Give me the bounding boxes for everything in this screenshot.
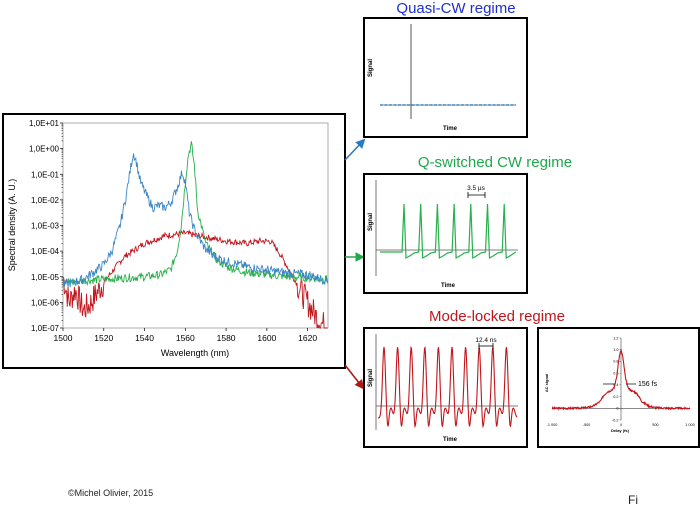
autocorrelation-y-tick-label: 1.0 — [613, 348, 618, 352]
q-switched-x-axis-label: Time — [441, 283, 456, 289]
spectrum-x-tick-label: 1580 — [217, 333, 236, 343]
quasi-cw-frame — [363, 17, 528, 138]
spectrum-x-tick-label: 1500 — [54, 333, 73, 343]
autocorrelation-frame — [537, 327, 700, 448]
spectrum-y-tick-label: 1,0E-01 — [31, 170, 60, 179]
mode-locked-y-axis-label: Signal — [368, 369, 374, 387]
spectrum-y-tick-label: 1,0E-06 — [31, 298, 60, 307]
copyright-notice: ©Michel Olivier, 2015 — [68, 488, 154, 498]
spectrum-y-tick-label: 1,0E-04 — [31, 247, 60, 256]
autocorrelation-y-tick-label: 0.6 — [613, 371, 618, 375]
autocorrelation-y-tick-label: 0.8 — [613, 360, 618, 364]
autocorrelation-fwhm-annotation: 156 fs — [638, 381, 658, 388]
arrow-to-quasi-cw — [344, 138, 366, 161]
autocorrelation-y-tick-label: 1.2 — [613, 336, 618, 340]
spectrum-axes: 1500 1520 1540 1560 1580 1600 1620 1,0E-07 1,0E-… — [29, 119, 317, 343]
spectrum-x-tick-label: 1620 — [298, 333, 317, 343]
autocorrelation-x-tick-label: -1 000 — [547, 423, 558, 427]
spectrum-x-axis-label: Wavelength (nm) — [161, 348, 229, 358]
spectrum-x-tick-label: 1540 — [135, 333, 154, 343]
autocorrelation-y-tick-label: 0.4 — [613, 383, 618, 387]
spectrum-series — [62, 141, 329, 329]
autocorrelation-y-axis-label: AC signal — [544, 374, 549, 392]
mode-locked-frame — [363, 327, 528, 448]
autocorrelation-x-tick-label: 1 000 — [685, 423, 695, 427]
spectrum-y-tick-label: 1,0E-05 — [31, 273, 60, 282]
spectrum-x-tick-label: 1600 — [257, 333, 276, 343]
spectrum-y-tick-label: 1,0E-02 — [31, 196, 60, 205]
spectrum-series-blue — [62, 153, 329, 288]
q-switched-y-axis-label: Signal — [368, 213, 374, 231]
page-label-fragment: Fi — [628, 493, 638, 507]
spectrum-x-tick-label: 1520 — [94, 333, 113, 343]
spectrum-series-green — [62, 141, 329, 288]
spectrum-y-tick-label: 1,0E+01 — [29, 119, 60, 128]
arrow-to-mode-locked — [344, 364, 365, 390]
autocorrelation-x-tick-label: 0 — [620, 423, 622, 427]
mode-locked-period-annotation: 12.4 ns — [475, 337, 497, 344]
quasi-cw-y-axis-label: Signal — [368, 59, 374, 77]
autocorrelation-y-tick-label: -0.2 — [612, 418, 619, 422]
autocorrelation-x-tick-label: -500 — [583, 423, 591, 427]
spectrum-frame — [2, 113, 346, 369]
q-switched-frame — [363, 173, 528, 294]
q-switched-period-annotation: 3.5 µs — [467, 185, 486, 192]
autocorrelation-y-tick-label: 0 — [616, 407, 618, 411]
autocorrelation-x-axis-label: Delay (fs) — [611, 428, 630, 433]
q-switched-title: Q-switched CW regime — [418, 154, 572, 171]
mode-locked-signal-trace — [377, 345, 518, 429]
spectrum-y-tick-label: 1,0E-07 — [31, 324, 60, 333]
spectrum-y-tick-label: 1,0E-03 — [31, 222, 60, 231]
autocorrelation-y-tick-label: 0.2 — [613, 395, 618, 399]
autocorrelation-x-tick-label: 500 — [652, 423, 658, 427]
quasi-cw-title: Quasi-CW regime — [396, 0, 515, 17]
q-switched-signal-trace — [380, 203, 517, 259]
spectrum-x-tick-label: 1560 — [176, 333, 195, 343]
mode-locked-x-axis-label: Time — [443, 437, 458, 443]
spectrum-y-tick-label: 1,0E+00 — [29, 145, 60, 154]
spectrum-y-axis-label: Spectral density (A. U.) — [7, 179, 17, 272]
quasi-cw-x-axis-label: Time — [443, 126, 458, 132]
autocorrelation-trace — [551, 348, 691, 412]
mode-locked-title: Mode-locked regime — [429, 308, 565, 325]
